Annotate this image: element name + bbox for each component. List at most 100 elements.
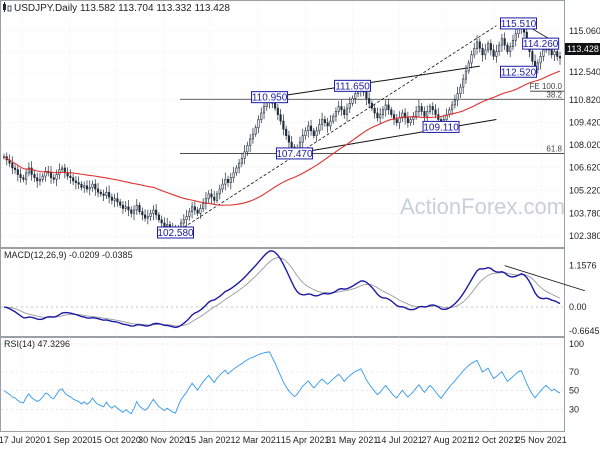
level-box [522,37,560,50]
candle-body [25,172,28,180]
candle-body [182,219,185,224]
candle-body [387,104,390,111]
candle-body [484,49,487,56]
candle-body [420,106,423,112]
x-tick-label: 1 Sep 2020 [46,435,92,445]
rsi-tick-label: 30 [569,404,579,414]
candle-body [27,167,30,174]
macd-header: MACD(12,26,9) -0.0209 -0.0385 [4,250,133,260]
candle-body [500,38,503,46]
x-tick-label: 12 Oct 2021 [469,435,518,445]
candle-body [33,174,36,179]
candle-body [166,224,169,227]
macd-series [1,250,586,329]
candle-body [321,119,324,125]
candle-body [332,115,335,122]
candle-body [77,182,80,185]
candle-body [88,187,91,190]
candle-body [539,56,542,64]
level-box [334,79,372,92]
candle-body [285,128,288,136]
candle-body [163,222,166,227]
candle-body [19,174,22,179]
rsi-tick-label: 50 [569,386,579,396]
candle-body [478,41,481,49]
candle-body [511,39,515,48]
level-label: 114.260 [523,39,559,50]
x-tick-label: 31 May 2021 [326,435,378,445]
x-tick-label: 14 Jul 2021 [376,435,423,445]
candle-body [498,44,501,52]
candle-body [506,44,509,52]
candle-body [287,135,290,143]
candle-body [44,170,47,177]
candle-body [227,179,230,183]
level-label: 115.510 [501,19,537,30]
candle-body [423,111,426,117]
candle-body [337,106,340,112]
candle-body [351,98,354,104]
candle-body [157,214,160,221]
macd-signal-line [3,257,561,327]
fib-label: 38.2 [546,90,562,99]
candle-body [531,51,534,62]
candle-body [229,177,232,183]
candle-body [553,51,556,56]
candle-body [102,193,105,196]
level-box [251,91,289,104]
candle-body [464,70,468,80]
candlestick-icon [3,2,12,12]
candle-body [262,106,266,114]
candle-body [340,106,343,111]
candle-body [96,188,100,193]
channel-upper-line [269,65,480,99]
candle-body [326,122,329,127]
candle-body [434,109,437,115]
candle-body [144,214,147,219]
candle-body [249,138,252,146]
candle-body [290,141,293,148]
rsi-header: RSI(14) 47.3296 [4,339,70,349]
price-tick-label: 103.780 [569,209,600,219]
level-label: 110.950 [252,93,288,104]
candle-body [412,115,415,120]
candle-body [459,86,462,94]
x-tick-label: 15 Oct 2020 [92,435,141,445]
candle-body [376,112,379,119]
candle-body [83,185,86,188]
candle-body [11,162,14,169]
candle-body [348,103,351,109]
candle-body [368,98,371,104]
candle-body [193,206,196,211]
candle-body [94,183,97,190]
price-tick-label: 102.380 [569,231,600,241]
level-label: 102.580 [157,228,194,239]
channel-lower-line [294,118,497,154]
candle-body [453,99,456,106]
rsi-panel-frame [0,337,565,432]
price-tick-label: 112.540 [569,67,600,77]
candle-body [85,185,89,190]
candle-body [146,216,149,219]
candle-body [110,196,113,201]
candle-body [307,125,310,132]
candle-body [14,167,17,170]
candle-body [22,177,25,180]
candle-body [301,135,304,143]
candle-body [130,209,133,214]
candle-body [124,206,127,209]
candle-body [254,127,257,135]
rsi-tick-label: 100 [569,339,584,349]
candle-body [160,219,163,224]
candle-body [470,54,473,64]
candle-body [66,172,69,177]
candle-body [119,201,122,206]
price-panel-frame [0,0,565,248]
candle-body [417,106,420,112]
candle-body [558,56,562,59]
macd-tick-label: 0.00 [569,302,587,312]
candle-body [431,106,434,111]
candle-body [309,125,313,132]
candle-body [487,43,490,51]
